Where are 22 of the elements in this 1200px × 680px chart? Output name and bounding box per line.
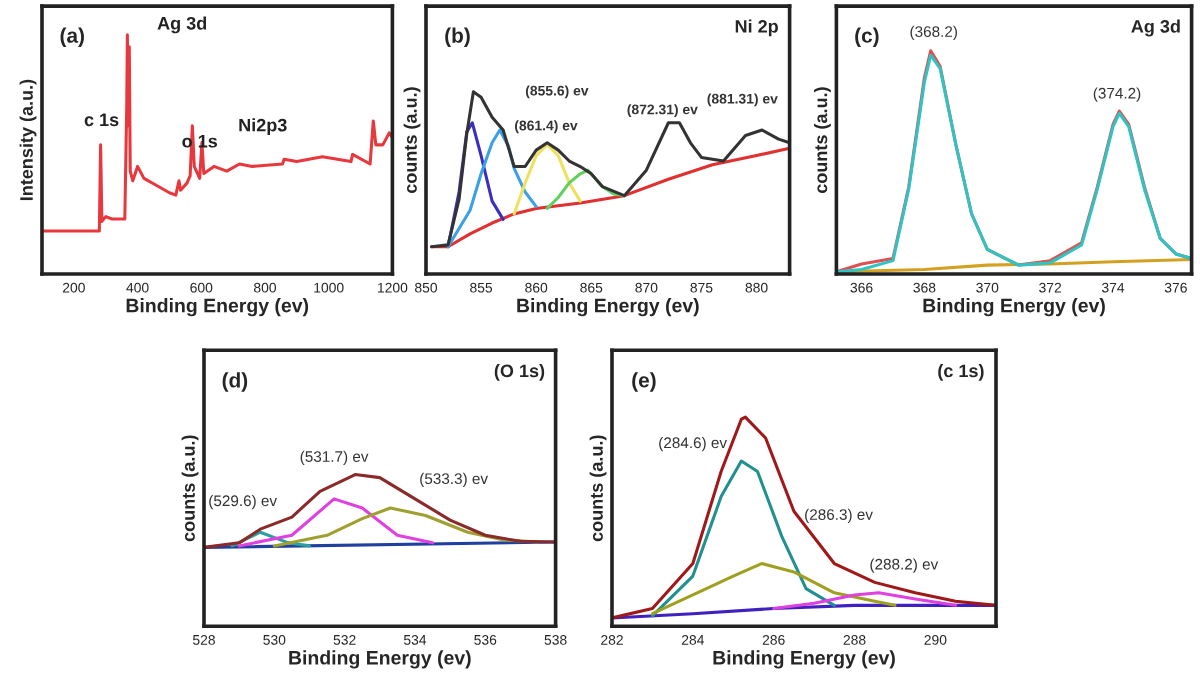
annotation: (a) [60,27,84,47]
x-axis-title: Binding Energy (ev) [713,650,895,669]
text: (e) [632,372,656,392]
chart-title: Ni 2p [735,19,778,37]
text: (b) [445,27,470,47]
text: Ag 3d [157,16,207,34]
x-axis-title: Binding Energy (ev) [923,298,1105,317]
annotation: Ni2p3 [239,118,287,136]
chart-title: Ag 3d [1131,19,1180,37]
x-axis-title: Binding Energy (ev) [517,298,699,317]
chart-title: (c 1s) [938,364,984,381]
y-axis-title: counts (a.u.) [403,87,421,194]
x-axis-title: Binding Energy (ev) [289,650,471,669]
y-axis-title: counts (a.u.) [589,435,607,542]
y-axis-title: counts (a.u.) [181,435,199,542]
annotation: c 1s [84,113,119,127]
text: (c) [855,27,879,47]
y-axis-title: Intensity (a.u.) [19,79,37,201]
x-axis-title: Binding Energy (ev) [126,298,309,317]
y-axis-title: counts (a.u.) [814,87,831,194]
chart-title: (O 1s) [494,364,545,381]
text: (d) [222,372,248,392]
